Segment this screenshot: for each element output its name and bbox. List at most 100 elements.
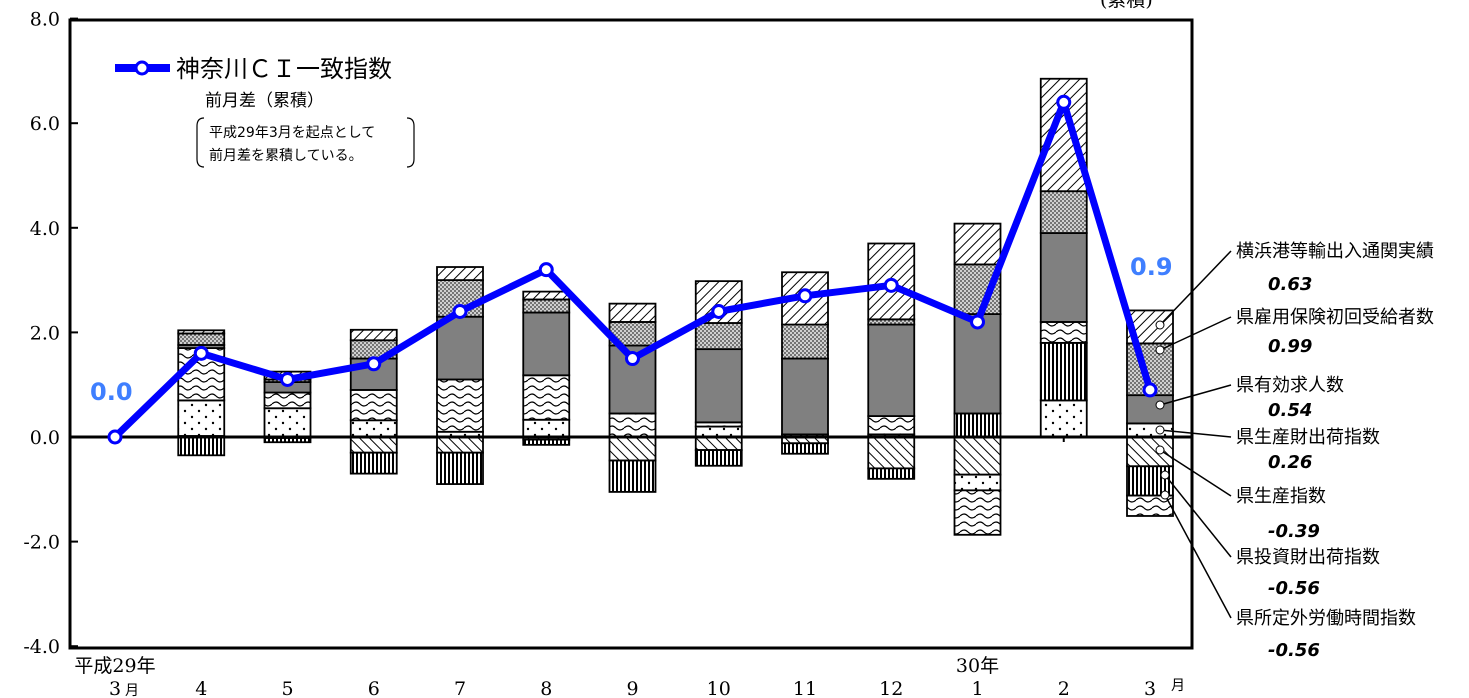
leader-dot <box>1155 345 1165 355</box>
bar-segment <box>867 323 916 417</box>
bar-segment <box>436 436 484 454</box>
y-tick-label: 4.0 <box>30 218 60 240</box>
line-point <box>107 429 123 445</box>
plot-frame <box>68 18 1194 650</box>
bar-segment <box>781 323 829 360</box>
leader-dot <box>1160 490 1170 500</box>
bar-segment <box>349 451 398 475</box>
component-name: 県生産指数 <box>1236 486 1326 507</box>
bar-segment <box>1126 394 1174 425</box>
leader-line <box>1159 449 1232 497</box>
bar-segment <box>522 438 571 446</box>
bar-segment <box>349 389 398 422</box>
bar-segment <box>867 436 916 470</box>
y-tick-label: 0.0 <box>30 427 60 449</box>
component-name: 県有効求人数 <box>1236 375 1344 396</box>
x-tick-label: 8 <box>540 678 552 698</box>
component-value: 0.99 <box>1268 336 1312 357</box>
bar-segment <box>263 437 312 444</box>
component-name: 横浜港等輸出入通関実績 <box>1236 241 1434 262</box>
leader-dot <box>1155 425 1165 435</box>
last-value-label: 0.9 <box>1130 253 1173 281</box>
bar-segment <box>436 378 484 433</box>
bar-segment <box>953 313 1002 415</box>
leader-line <box>1159 250 1232 326</box>
bar-segment <box>867 467 916 480</box>
bar-segment <box>781 357 829 436</box>
bar-segment <box>953 489 1002 536</box>
note-bracket-left <box>196 117 205 168</box>
unit-label: (累積) <box>1100 0 1153 11</box>
x-tick-label: 12 <box>879 678 903 698</box>
bar-segment <box>349 436 398 454</box>
x-tick-label: 7 <box>454 678 466 698</box>
legend-marker-swatch <box>134 60 150 76</box>
bar-segment <box>263 391 312 410</box>
x-tick-label: 11 <box>793 678 817 698</box>
component-name: 県投資財出荷指数 <box>1236 547 1380 568</box>
legend-title: 神奈川ＣＩ一致指数 <box>176 55 392 83</box>
y-tick-label: 6.0 <box>30 113 60 135</box>
bar-segment <box>1126 494 1174 517</box>
bar-segment <box>177 332 226 346</box>
component-value: -0.39 <box>1268 521 1320 542</box>
line-point <box>366 356 382 372</box>
x-tick-label: 2 <box>1058 678 1070 698</box>
bar-segment <box>953 412 1002 438</box>
bar-segment <box>177 436 226 457</box>
component-value: 0.26 <box>1268 452 1312 473</box>
x-tick-label: 9 <box>626 678 638 698</box>
x-tick-label: 4 <box>195 678 207 698</box>
bar-segment <box>867 415 916 436</box>
bar-segment <box>1039 190 1088 234</box>
bar-segment <box>522 298 571 314</box>
x-tick-label: 1 <box>971 678 983 698</box>
ci-line <box>107 94 1158 445</box>
leader-dot <box>1155 400 1165 410</box>
bar-segment <box>1039 232 1088 323</box>
line-point <box>883 277 899 293</box>
leader-dot <box>1155 445 1165 455</box>
note-bracket-right <box>406 117 415 168</box>
bar-segment <box>522 374 571 421</box>
leader-dot <box>1155 320 1165 330</box>
line-point <box>1142 382 1158 398</box>
bar-segment <box>694 449 743 467</box>
x-tick-label: 5 <box>281 678 293 698</box>
bar-segment <box>1039 341 1088 402</box>
line-point <box>797 288 813 304</box>
x-tick-label: 3 <box>1144 678 1156 698</box>
bar-segment <box>953 436 1002 476</box>
bar-segment <box>694 436 743 451</box>
component-labels: 横浜港等輸出入通関実績 0.63 県雇用保険初回受給者数 0.99 県有効求人数 0.54… <box>1155 241 1434 661</box>
bar-segment <box>522 290 571 301</box>
bar-segment <box>1126 436 1174 468</box>
bar-segment <box>263 407 312 438</box>
bar-segment <box>436 451 484 485</box>
bar-segment <box>436 315 484 381</box>
first-value-label: 0.0 <box>90 378 133 406</box>
leader-line <box>1159 384 1232 406</box>
x-tick-label: 10 <box>707 678 731 698</box>
leader-dot <box>1160 470 1170 480</box>
bar-segment <box>694 348 743 424</box>
line-point <box>711 303 727 319</box>
x-first-unit: 月 <box>125 683 139 698</box>
bar-segment <box>694 425 743 438</box>
component-name: 県生産財出荷指数 <box>1236 427 1380 448</box>
x-last-unit: 月 <box>1171 678 1185 694</box>
leader-line <box>1159 316 1232 351</box>
bar-segment <box>608 412 657 438</box>
leader-line <box>1164 474 1232 558</box>
bar-segment <box>1039 321 1088 344</box>
line-point <box>970 314 985 330</box>
bar-segment <box>953 473 1002 492</box>
component-value: -0.56 <box>1268 640 1320 661</box>
line-point <box>452 303 468 319</box>
legend: 神奈川ＣＩ一致指数 前月差（累積） 平成29年3月を起点として 前月差を累積して… <box>115 55 415 168</box>
bar-segment <box>608 302 657 323</box>
component-value: 0.54 <box>1268 400 1312 421</box>
y-tick-label: 2.0 <box>30 322 60 344</box>
line-point <box>280 371 295 387</box>
